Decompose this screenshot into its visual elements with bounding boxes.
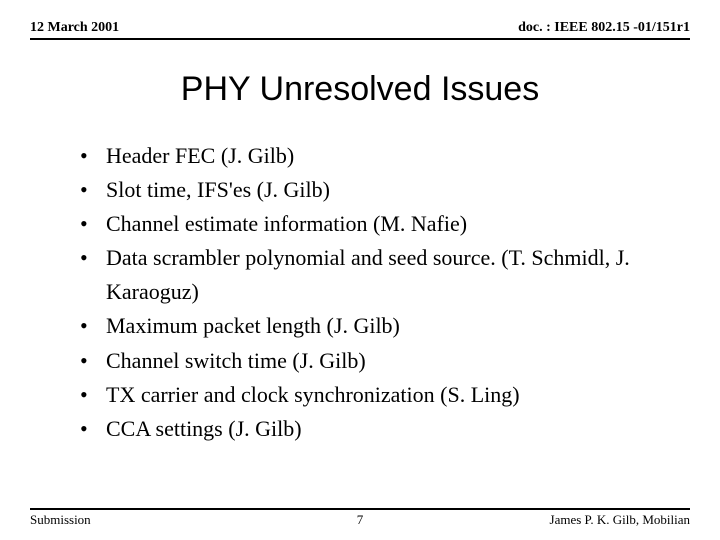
list-item: Maximum packet length (J. Gilb) bbox=[80, 309, 690, 343]
list-item: Slot time, IFS'es (J. Gilb) bbox=[80, 173, 690, 207]
page-title: PHY Unresolved Issues bbox=[30, 70, 690, 109]
list-item: Channel estimate information (M. Nafie) bbox=[80, 207, 690, 241]
header-date: 12 March 2001 bbox=[30, 20, 119, 36]
list-item: CCA settings (J. Gilb) bbox=[80, 412, 690, 446]
header-docref: doc. : IEEE 802.15 -01/151r1 bbox=[518, 20, 690, 36]
footer-right: James P. K. Gilb, Mobilian bbox=[550, 512, 690, 528]
footer-left: Submission bbox=[30, 512, 91, 528]
list-item: Data scrambler polynomial and seed sourc… bbox=[80, 241, 690, 309]
list-item: Channel switch time (J. Gilb) bbox=[80, 344, 690, 378]
bullet-list: Header FEC (J. Gilb) Slot time, IFS'es (… bbox=[30, 139, 690, 446]
list-item: TX carrier and clock synchronization (S.… bbox=[80, 378, 690, 412]
footer-row: Submission 7 James P. K. Gilb, Mobilian bbox=[30, 508, 690, 528]
list-item: Header FEC (J. Gilb) bbox=[80, 139, 690, 173]
footer-page-number: 7 bbox=[357, 512, 364, 528]
header-row: 12 March 2001 doc. : IEEE 802.15 -01/151… bbox=[30, 20, 690, 40]
